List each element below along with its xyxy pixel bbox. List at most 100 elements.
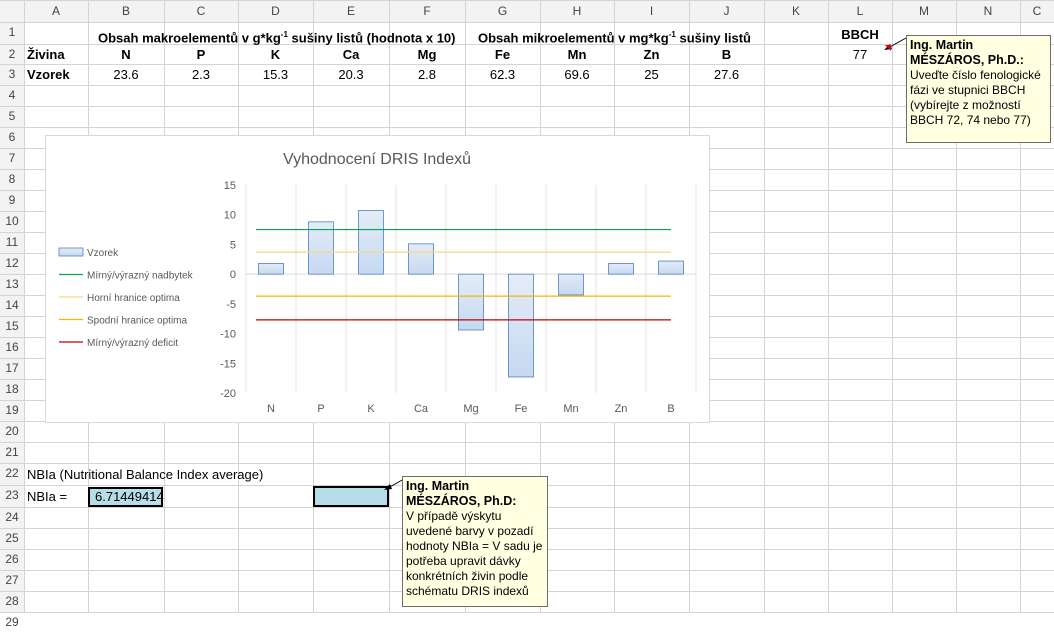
legend-label-line-2: Horní hranice optima — [87, 293, 180, 304]
sample-value-mg[interactable]: 2.8 — [417, 67, 437, 82]
column-header-l[interactable]: L — [856, 4, 864, 18]
column-header-j[interactable]: J — [723, 4, 730, 18]
sample-value-n[interactable]: 23.6 — [113, 67, 139, 82]
nutrient-header-fe[interactable]: Fe — [494, 47, 511, 62]
row-header-19[interactable]: 19 — [5, 403, 19, 417]
column-header-n[interactable]: N — [983, 4, 993, 18]
row-header-25[interactable]: 25 — [5, 531, 19, 545]
bar-mn — [558, 273, 584, 296]
nutrient-header-n[interactable]: N — [121, 47, 131, 62]
x-tick-label-zn: Zn — [615, 403, 628, 415]
nbia-description[interactable]: NBIa (Nutritional Balance Index average) — [27, 467, 264, 482]
row-header-5[interactable]: 5 — [8, 109, 16, 123]
row-header-12[interactable]: 12 — [5, 256, 19, 270]
nutrient-header-mn[interactable]: Mn — [567, 47, 587, 62]
nbia-value-cell[interactable]: 6.71449414 — [88, 487, 164, 507]
row-header-23[interactable]: 23 — [5, 488, 19, 502]
y-tick-label: -15 — [220, 358, 236, 370]
column-header-d[interactable]: D — [271, 4, 280, 18]
column-header-g[interactable]: G — [497, 4, 508, 18]
row-header-18[interactable]: 18 — [5, 382, 19, 396]
y-tick-label: 15 — [224, 180, 236, 192]
bbch-comment-author: Ing. Martin MÉSZÁROS, Ph.D.: — [910, 38, 1024, 67]
bbch-value[interactable]: 77 — [852, 47, 868, 62]
y-tick-label: -10 — [220, 329, 236, 341]
bar-ca — [408, 243, 434, 275]
column-header-h[interactable]: H — [572, 4, 582, 18]
row-header-7[interactable]: 7 — [8, 151, 16, 165]
row-header-26[interactable]: 26 — [5, 552, 19, 566]
column-header-a[interactable]: A — [51, 4, 60, 18]
row-header-10[interactable]: 10 — [5, 214, 19, 228]
nutrient-header-ca[interactable]: Ca — [342, 47, 360, 62]
row-header-2[interactable]: 2 — [8, 47, 16, 61]
dris-chart[interactable]: Vyhodnocení DRIS Indexů 15 10 5 0 -5 -10 -15 -20… — [45, 135, 710, 423]
bar-fe — [508, 273, 534, 378]
row-header-6[interactable]: 6 — [8, 130, 16, 144]
sample-value-mn[interactable]: 69.6 — [564, 67, 590, 82]
row-header-16[interactable]: 16 — [5, 340, 19, 354]
nutrient-header-b[interactable]: B — [721, 47, 732, 62]
sample-value-zn[interactable]: 25 — [644, 67, 659, 82]
y-tick-label: -5 — [226, 299, 236, 311]
dris-chart-svg: Vyhodnocení DRIS Indexů 15 10 5 0 -5 -10 -15 -20… — [58, 150, 697, 415]
column-header-c[interactable]: C — [1032, 4, 1042, 18]
legend-label-line-3: Spodní hranice optima — [87, 316, 188, 327]
bbch-comment-marker — [885, 45, 891, 51]
bbch-label[interactable]: BBCH — [841, 27, 879, 42]
nutrient-header-zn[interactable]: Zn — [643, 47, 660, 62]
bar-n — [258, 263, 284, 275]
x-tick-label-mn: Mn — [563, 403, 578, 415]
sample-value-p[interactable]: 2.3 — [191, 67, 211, 82]
row-header-1[interactable]: 1 — [8, 25, 16, 39]
x-tick-label-mg: Mg — [463, 403, 478, 415]
chart-title: Vyhodnocení DRIS Indexů — [283, 150, 471, 168]
bbch-comment[interactable]: Ing. Martin MÉSZÁROS, Ph.D.: Uveďte čísl… — [906, 35, 1051, 143]
nbia-comment[interactable]: Ing. Martin MÉSZÁROS, Ph.D: V případě vý… — [402, 476, 548, 607]
column-header-f[interactable]: F — [423, 4, 431, 18]
row-header-14[interactable]: 14 — [5, 298, 19, 312]
sample-value-fe[interactable]: 62.3 — [489, 67, 516, 82]
nutrient-header-p[interactable]: P — [196, 47, 206, 62]
row-header-13[interactable]: 13 — [5, 277, 19, 291]
row-header-17[interactable]: 17 — [5, 361, 19, 375]
micro-header[interactable]: Obsah mikroelementů v mg*kg-1 sušiny lis… — [478, 30, 751, 46]
row-header-22[interactable]: 22 — [5, 466, 19, 480]
row-header-4[interactable]: 4 — [8, 88, 16, 102]
row-header-24[interactable]: 24 — [5, 510, 19, 524]
column-header-i[interactable]: I — [649, 4, 654, 18]
column-header-m[interactable]: M — [919, 4, 929, 18]
sample-row-label[interactable]: Vzorek — [27, 67, 70, 82]
sample-value-ca[interactable]: 20.3 — [338, 67, 364, 82]
column-header-k[interactable]: K — [791, 4, 800, 18]
bar-p — [308, 221, 334, 275]
row-header-15[interactable]: 15 — [5, 319, 19, 333]
row-header-29[interactable]: 29 — [5, 615, 19, 629]
x-tick-label-ca: Ca — [414, 403, 429, 415]
column-header-c[interactable]: C — [196, 4, 206, 18]
nbia-label[interactable]: NBIa = — [27, 489, 68, 504]
column-header-b[interactable]: B — [121, 4, 130, 18]
row-header-20[interactable]: 20 — [5, 424, 19, 438]
y-tick-label: -20 — [220, 388, 236, 400]
column-header-e[interactable]: E — [346, 4, 355, 18]
row-header-28[interactable]: 28 — [5, 594, 19, 608]
row-header-3[interactable]: 3 — [8, 67, 16, 81]
row-header-21[interactable]: 21 — [5, 445, 19, 459]
nutrient-header-k[interactable]: K — [270, 47, 281, 62]
y-tick-label: 0 — [230, 269, 236, 281]
nutrient-row-label[interactable]: Živina — [27, 47, 65, 62]
macro-header[interactable]: Obsah makroelementů v g*kg-1 sušiny list… — [98, 30, 456, 46]
row-header-11[interactable]: 11 — [5, 235, 19, 249]
sample-value-k[interactable]: 15.3 — [262, 67, 289, 82]
nutrient-header-mg[interactable]: Mg — [417, 47, 437, 62]
row-header-9[interactable]: 9 — [8, 193, 16, 207]
row-header-8[interactable]: 8 — [8, 172, 16, 186]
legend-swatch-vzorek — [58, 247, 84, 257]
row-header-27[interactable]: 27 — [5, 573, 19, 587]
bar-mg — [458, 273, 484, 331]
bar-b — [658, 260, 684, 275]
sample-value-b[interactable]: 27.6 — [713, 67, 740, 82]
x-tick-label-k: K — [367, 403, 375, 415]
nbia-color-indicator-cell[interactable] — [313, 486, 389, 507]
